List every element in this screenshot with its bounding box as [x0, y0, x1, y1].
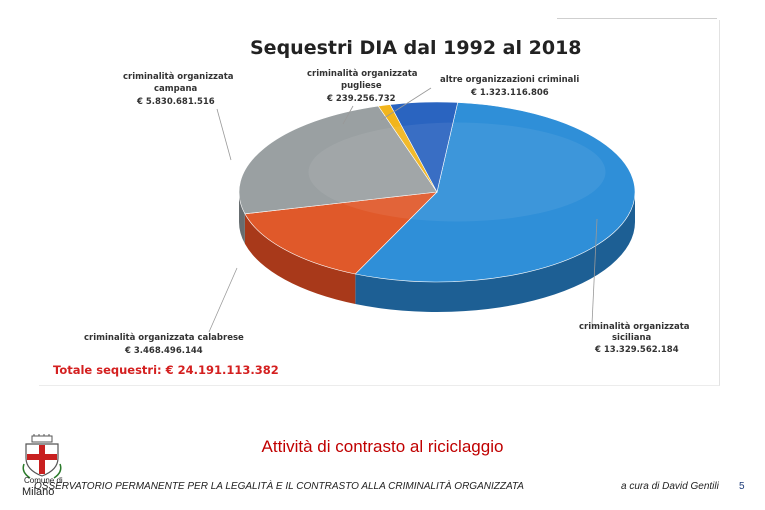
pie-chart: Sequestri DIA dal 1992 al 2018 criminali…	[53, 37, 690, 377]
label-calabrese-line1: criminalità organizzata calabrese	[84, 333, 244, 343]
label-calabrese-amount: € 3.468.496.144	[124, 346, 203, 356]
leader-line-calabrese	[208, 267, 238, 333]
total-seizures: Totale sequestri: € 24.191.113.382	[53, 363, 279, 377]
leader-line-campana	[216, 108, 232, 161]
page-number: 5	[739, 481, 745, 492]
chart-title: Sequestri DIA dal 1992 al 2018	[250, 37, 582, 59]
label-pugliese-line1: criminalità organizzata	[307, 69, 418, 79]
leader-line-siciliana	[591, 218, 598, 325]
labels-group: criminalità organizzata siciliana € 13.3…	[84, 69, 690, 356]
logo-caption-line1: Comune di	[24, 476, 63, 485]
footer-observatory: OSSERVATORIO PERMANENTE PER LA LEGALITÀ …	[34, 481, 524, 492]
label-pugliese: criminalità organizzata pugliese € 239.2…	[307, 69, 418, 125]
pie-slice-2	[238, 105, 438, 215]
pie-side-1-0	[244, 213, 356, 304]
pie-highlight	[308, 122, 606, 222]
label-campana-line1: criminalità organizzata	[123, 72, 234, 82]
label-campana-line2: campana	[154, 84, 198, 94]
label-altre-line1: altre organizzazioni criminali	[440, 75, 579, 85]
label-pugliese-line2: pugliese	[341, 81, 382, 91]
label-altre-amount: € 1.323.116.806	[470, 88, 549, 98]
chart-figure: Sequestri DIA dal 1992 al 2018 criminali…	[39, 20, 720, 386]
label-siciliana: criminalità organizzata siciliana € 13.3…	[579, 218, 690, 355]
pie-slice-1	[244, 191, 438, 275]
pie-group	[238, 101, 636, 313]
leader-line-altre	[380, 87, 432, 121]
logo-caption-line2: Milano	[22, 486, 55, 498]
figure-border	[557, 18, 717, 19]
label-siciliana-line2: siciliana	[612, 333, 652, 343]
slide-title: Attività di contrasto al riciclaggio	[261, 437, 504, 456]
label-pugliese-amount: € 239.256.732	[326, 94, 396, 104]
label-calabrese: criminalità organizzata calabrese € 3.46…	[84, 267, 244, 356]
pie-slice-0	[354, 102, 636, 283]
label-altre: altre organizzazioni criminali € 1.323.1…	[380, 75, 579, 121]
label-siciliana-line1: criminalità organizzata	[579, 322, 690, 332]
pie-slice-4	[389, 101, 459, 193]
footer-author: a cura di David Gentili	[621, 481, 719, 492]
label-campana-amount: € 5.830.681.516	[136, 97, 215, 107]
leader-line-pugliese	[342, 105, 354, 125]
pie-side-2-0	[239, 192, 245, 244]
label-siciliana-amount: € 13.329.562.184	[594, 345, 679, 355]
label-campana: criminalità organizzata campana € 5.830.…	[123, 72, 234, 161]
milano-coat-of-arms-icon	[22, 434, 62, 479]
